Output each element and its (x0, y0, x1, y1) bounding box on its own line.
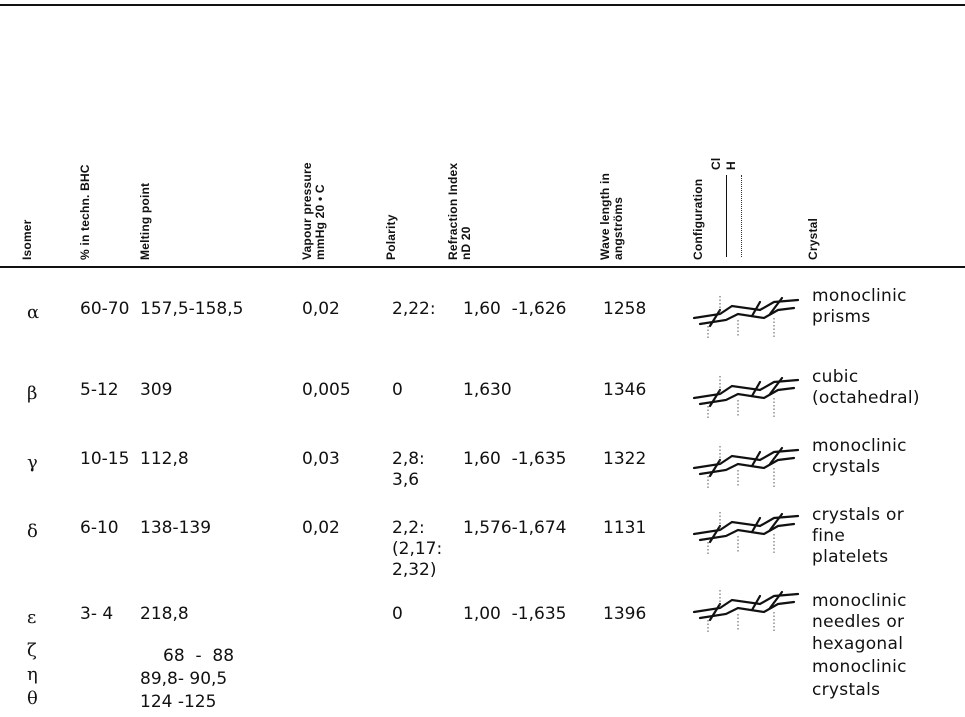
pct-cell: 6-10 (80, 518, 119, 538)
refraction-cell: 1,00 -1,635 (463, 604, 567, 624)
isomer-alpha: α (27, 302, 40, 323)
pct-cell: 60-70 (80, 299, 130, 319)
isomer-zeta: ζ (27, 640, 37, 661)
melting-cell: 124 -125 (140, 692, 217, 712)
crystal-cell: monoclinic needles or (812, 591, 907, 632)
melting-cell: 68 - 88 (163, 646, 235, 666)
config-cl-legend-line (726, 175, 727, 257)
vapour-cell: 0,005 (302, 380, 351, 400)
header-bottom-rule (0, 266, 965, 268)
refraction-cell: 1,576-1,674 (463, 518, 567, 538)
wavelength-cell: 1396 (603, 604, 647, 624)
cyclohexane-chair-icon (692, 376, 800, 418)
config-h-label: H (724, 161, 738, 170)
cyclohexane-chair-icon (692, 296, 800, 338)
config-h-legend-line (741, 175, 742, 257)
melting-cell: 89,8- 90,5 (140, 669, 228, 689)
crystal-cell: hexagonal (812, 634, 904, 654)
cyclohexane-chair-icon (692, 512, 800, 554)
melting-cell: 138-139 (140, 518, 212, 538)
pct-cell: 10-15 (80, 449, 130, 469)
isomer-beta: β (27, 383, 38, 404)
wavelength-cell: 1131 (603, 518, 647, 538)
crystal-cell: cubic (octahedral) (812, 367, 920, 408)
crystal-cell: monoclinic crystals (812, 436, 907, 477)
vapour-cell: 0,02 (302, 299, 340, 319)
refraction-cell: 1,60 -1,635 (463, 449, 567, 469)
crystal-cell: monoclinic (812, 657, 907, 677)
crystal-cell: crystals or fine platelets (812, 505, 905, 567)
isomer-gamma: γ (27, 452, 38, 473)
vapour-cell: 0,03 (302, 449, 340, 469)
wavelength-cell: 1346 (603, 380, 647, 400)
polarity-cell: 2,2: (2,17: 2,32) (392, 518, 443, 580)
cyclohexane-chair-icon (692, 590, 800, 632)
polarity-cell: 2,22: (392, 299, 436, 319)
header-top-rule (0, 4, 965, 6)
isomer-theta: θ (27, 688, 38, 709)
config-cl-label: Cl (709, 157, 723, 170)
polarity-cell: 2,8: 3,6 (392, 449, 425, 490)
refraction-cell: 1,60 -1,626 (463, 299, 567, 319)
crystal-cell: crystals (812, 680, 881, 700)
crystal-cell: monoclinic prisms (812, 286, 907, 327)
melting-cell: 218,8 (140, 604, 189, 624)
vapour-cell: 0,02 (302, 518, 340, 538)
isomer-delta: δ (27, 521, 38, 542)
wavelength-cell: 1322 (603, 449, 647, 469)
melting-cell: 157,5-158,5 (140, 299, 244, 319)
polarity-cell: 0 (392, 380, 403, 400)
cyclohexane-chair-icon (692, 446, 800, 488)
melting-cell: 309 (140, 380, 173, 400)
isomer-epsilon: ε (27, 607, 37, 628)
polarity-cell: 0 (392, 604, 403, 624)
pct-cell: 5-12 (80, 380, 119, 400)
isomer-eta: η (27, 664, 38, 685)
melting-cell: 112,8 (140, 449, 189, 469)
refraction-cell: 1,630 (463, 380, 512, 400)
wavelength-cell: 1258 (603, 299, 647, 319)
pct-cell: 3- 4 (80, 604, 114, 624)
